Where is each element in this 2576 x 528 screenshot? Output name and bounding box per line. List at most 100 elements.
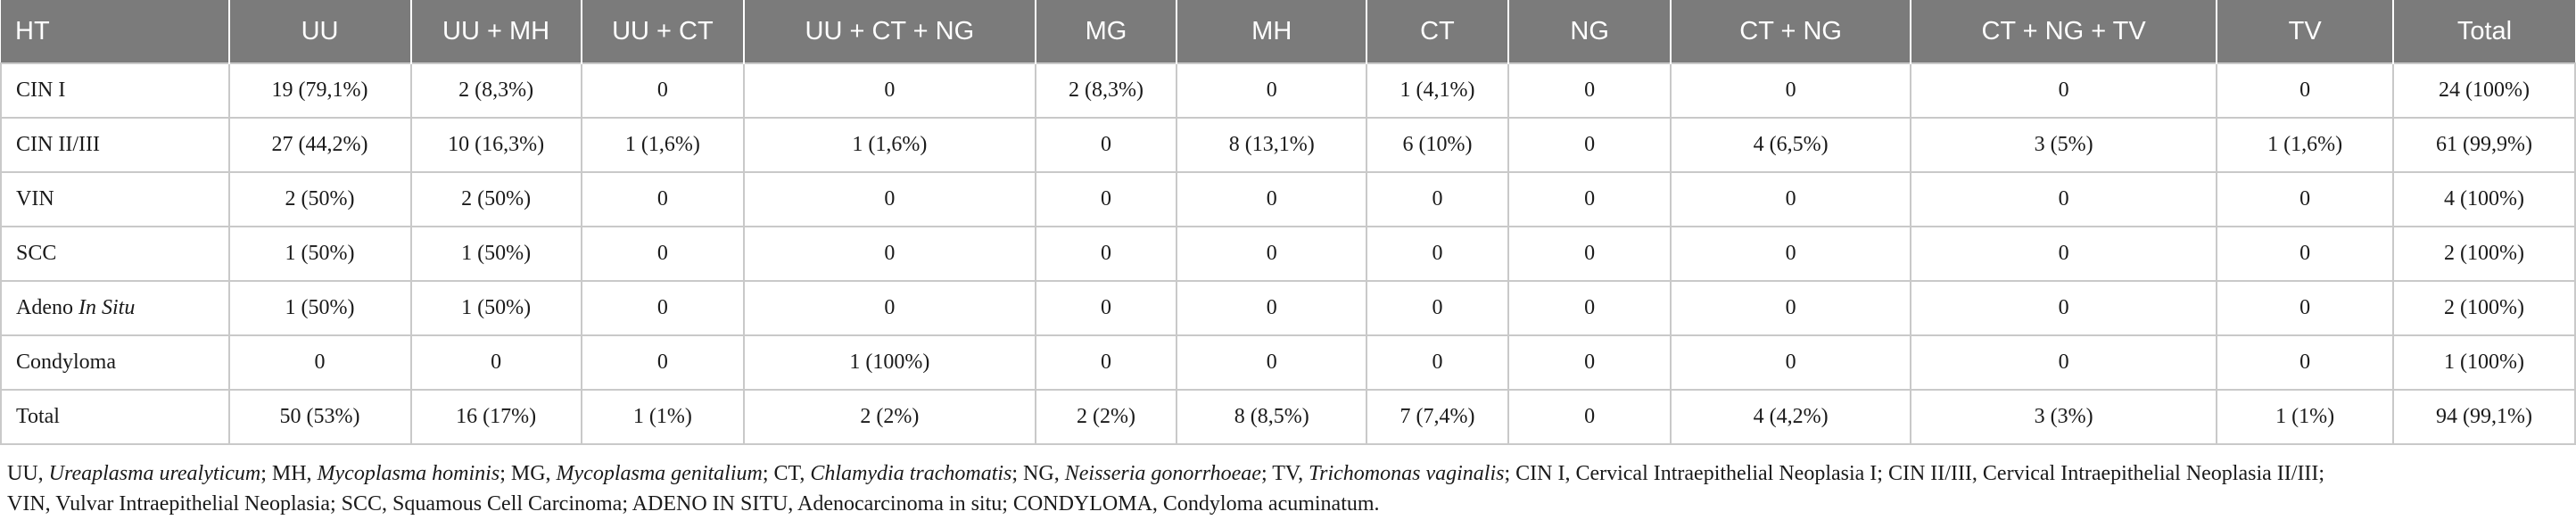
footnote-species-name: Mycoplasma hominis [317,462,500,485]
table-cell: 1 (4,1%) [1366,62,1509,119]
table-cell: 0 [1366,334,1509,391]
column-header-mh: MH [1176,0,1366,63]
table-cell: 1 (1,6%) [743,117,1036,173]
table-cell: 2 (100%) [2391,280,2576,336]
footnote-text: VIN, Vulvar Intraepithelial Neoplasia; S… [7,492,1380,516]
table-row-vin: VIN 2 (50%) 2 (50%) 0 0 0 0 0 0 0 0 0 4 (100%) [0,171,2576,227]
row-label: Total [0,389,230,445]
table-cell: 3 (5%) [1909,117,2218,173]
column-header-uu: UU [227,0,411,63]
table-cell: 27 (44,2%) [227,117,412,173]
row-label-text: Condyloma [16,351,116,374]
table-cell: 0 [1909,171,2218,227]
column-header-ct-ng-tv: CT + NG + TV [1909,0,2217,63]
row-label: SCC [0,226,230,282]
table-cell: 0 [1670,171,1911,227]
table-cell: 0 [580,171,746,227]
footnote-species-name: Ureaplasma urealyticum [48,462,261,485]
table-cell: 0 [1909,280,2218,336]
footnote-line-1: UU, Ureaplasma urealyticum; MH, Mycoplas… [7,458,2569,489]
table-cell: 1 (100%) [743,334,1036,391]
table-cell: 1 (1,6%) [580,117,746,173]
table-cell: 0 [1507,62,1672,119]
table-cell: 1 (50%) [227,226,412,282]
table-cell: 1 (50%) [227,280,412,336]
table-cell: 0 [1507,389,1672,445]
table-cell: 1 (50%) [409,226,582,282]
table-cell: 0 [2216,62,2394,119]
table-row-adeno-in-situ: Adeno In Situ 1 (50%) 1 (50%) 0 0 0 0 0 0 0 0 0 2 (1… [0,280,2576,336]
row-label-italic-text: In Situ [78,296,136,319]
column-header-ht: HT [1,0,229,63]
table-cell: 0 [1909,62,2218,119]
row-label-text: SCC [16,242,57,265]
table-cell: 6 (10%) [1366,117,1509,173]
table-row-scc: SCC 1 (50%) 1 (50%) 0 0 0 0 0 0 0 0 0 2 (100%) [0,226,2576,282]
table-cell: 0 [1909,226,2218,282]
row-label: Adeno In Situ [0,280,230,336]
table-cell: 2 (100%) [2391,226,2576,282]
table-cell: 0 [1670,62,1911,119]
row-label: Condyloma [0,334,230,391]
table-cell: 0 [409,334,582,391]
column-header-total: Total [2391,0,2575,63]
column-header-mg: MG [1034,0,1177,63]
footnote-text: UU, [7,462,49,485]
table-body: CIN I 19 (79,1%) 2 (8,3%) 0 0 2 (8,3%) 0 1 (4,1… [0,62,2576,445]
table-cell: 0 [1507,334,1672,391]
table-cell: 0 [1176,62,1367,119]
table-cell: 0 [580,62,746,119]
table-cell: 0 [743,171,1036,227]
table-cell: 50 (53%) [227,389,412,445]
table-cell: 0 [1034,280,1178,336]
table-cell: 0 [1507,171,1672,227]
table-cell: 0 [2216,226,2394,282]
table-cell: 0 [1034,171,1178,227]
table-row-cin-i: CIN I 19 (79,1%) 2 (8,3%) 0 0 2 (8,3%) 0 1 (4,1… [0,62,2576,119]
table-cell: 0 [1034,226,1178,282]
table-cell: 4 (100%) [2391,171,2576,227]
table-cell: 0 [1176,280,1367,336]
table-cell: 94 (99,1%) [2391,389,2576,445]
row-label-text: CIN I [16,78,66,102]
table-cell: 16 (17%) [409,389,582,445]
table-cell: 0 [1176,226,1367,282]
row-label-text: Total [16,405,60,428]
table-cell: 0 [1670,280,1911,336]
table-cell: 0 [1670,226,1911,282]
row-label: VIN [0,171,230,227]
table-cell: 0 [2216,334,2394,391]
table-row-condyloma: Condyloma 0 0 0 1 (100%) 0 0 0 0 0 0 0 1 (100%) [0,334,2576,391]
column-header-uu-mh: UU + MH [409,0,582,63]
table-cell: 0 [743,62,1036,119]
footnote-species-name: Chlamydia trachomatis [810,462,1012,485]
column-header-ct: CT [1366,0,1508,63]
table-cell: 2 (50%) [409,171,582,227]
table-cell: 0 [1034,117,1178,173]
table-cell: 1 (50%) [409,280,582,336]
table-cell: 0 [1366,171,1509,227]
table-cell: 1 (100%) [2391,334,2576,391]
footnote-text: ; MH, [260,462,318,485]
footnote-text: ; MG, [500,462,557,485]
table-cell: 2 (2%) [743,389,1036,445]
table-cell: 2 (2%) [1034,389,1178,445]
row-label: CIN I [0,62,230,119]
column-header-uu-ct-ng: UU + CT + NG [743,0,1036,63]
table-cell: 10 (16,3%) [409,117,582,173]
column-header-tv: TV [2216,0,2393,63]
column-header-ct-ng: CT + NG [1670,0,1911,63]
table-cell: 1 (1%) [2216,389,2394,445]
table-cell: 0 [1366,280,1509,336]
table-cell: 0 [743,226,1036,282]
table-cell: 61 (99,9%) [2391,117,2576,173]
column-header-ng: NG [1507,0,1672,63]
table-cell: 2 (8,3%) [409,62,582,119]
footnote-species-name: Mycoplasma genitalium [556,462,763,485]
row-label-text: CIN II/III [16,133,100,156]
table-row-total: Total 50 (53%) 16 (17%) 1 (1%) 2 (2%) 2 (2%) 8… [0,389,2576,445]
table-cell: 8 (13,1%) [1176,117,1367,173]
column-header-uu-ct: UU + CT [580,0,745,63]
row-label: CIN II/III [0,117,230,173]
footnote-species-name: Trichomonas vaginalis [1309,462,1505,485]
